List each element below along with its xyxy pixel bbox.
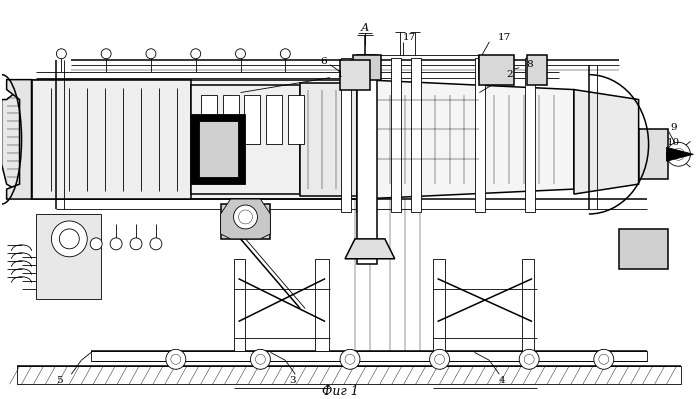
Bar (480, 55, 514, 85)
Bar (233, 259, 245, 352)
Polygon shape (6, 80, 31, 199)
Bar (36, 214, 101, 298)
Text: 6: 6 (320, 57, 326, 66)
Bar (639, 129, 668, 179)
Circle shape (166, 350, 186, 369)
Bar (357, 55, 377, 264)
Circle shape (146, 49, 156, 59)
Bar (245, 95, 261, 144)
Text: 17: 17 (498, 34, 511, 42)
Polygon shape (360, 80, 574, 199)
Bar (31, 80, 191, 199)
Polygon shape (221, 199, 271, 239)
Circle shape (430, 350, 449, 369)
Bar (199, 121, 238, 177)
Text: А: А (361, 23, 369, 33)
Polygon shape (345, 239, 395, 259)
Circle shape (672, 148, 684, 160)
Bar (301, 83, 360, 196)
Circle shape (233, 205, 257, 229)
Text: 5: 5 (56, 376, 63, 385)
Bar (411, 58, 421, 212)
Circle shape (150, 238, 162, 250)
Circle shape (435, 354, 445, 364)
Bar (522, 259, 534, 352)
Bar (356, 58, 366, 212)
Circle shape (255, 354, 266, 364)
Bar (266, 95, 282, 144)
Bar (525, 58, 535, 212)
Bar (191, 115, 245, 184)
Bar (433, 259, 445, 352)
Polygon shape (1, 80, 31, 199)
Circle shape (519, 350, 539, 369)
Text: 2: 2 (506, 70, 512, 79)
Circle shape (101, 49, 111, 59)
Circle shape (599, 354, 609, 364)
Circle shape (238, 210, 252, 224)
Text: 17: 17 (403, 34, 417, 42)
Circle shape (524, 354, 534, 364)
Circle shape (594, 350, 614, 369)
Bar (619, 229, 668, 269)
Circle shape (90, 238, 102, 250)
Text: 3: 3 (289, 376, 296, 385)
Text: 1: 1 (337, 70, 343, 79)
Bar (288, 95, 304, 144)
Text: 10: 10 (667, 138, 680, 147)
Bar (341, 58, 351, 212)
Text: 8: 8 (526, 60, 533, 69)
Text: 9: 9 (670, 123, 677, 132)
Bar (191, 85, 301, 194)
Bar (92, 352, 647, 361)
Bar (527, 55, 547, 85)
Bar (201, 95, 217, 144)
Circle shape (250, 350, 271, 369)
Circle shape (59, 229, 79, 249)
Bar (315, 259, 329, 352)
Bar (391, 58, 401, 212)
Circle shape (345, 354, 355, 364)
Polygon shape (574, 90, 624, 189)
Bar (17, 366, 682, 384)
Circle shape (191, 49, 201, 59)
Polygon shape (574, 90, 639, 194)
Circle shape (171, 354, 181, 364)
Bar (340, 60, 370, 90)
Circle shape (340, 350, 360, 369)
Bar (353, 55, 381, 80)
Text: 4: 4 (499, 376, 505, 385)
Circle shape (110, 238, 122, 250)
Bar (222, 95, 238, 144)
Circle shape (236, 49, 245, 59)
Circle shape (280, 49, 290, 59)
Bar (221, 204, 271, 239)
Polygon shape (31, 80, 360, 199)
Circle shape (52, 221, 87, 257)
Text: Фиг 1: Фиг 1 (322, 385, 359, 398)
Circle shape (667, 142, 691, 166)
Circle shape (57, 49, 66, 59)
Circle shape (130, 238, 142, 250)
Polygon shape (667, 147, 693, 161)
Bar (475, 58, 485, 212)
